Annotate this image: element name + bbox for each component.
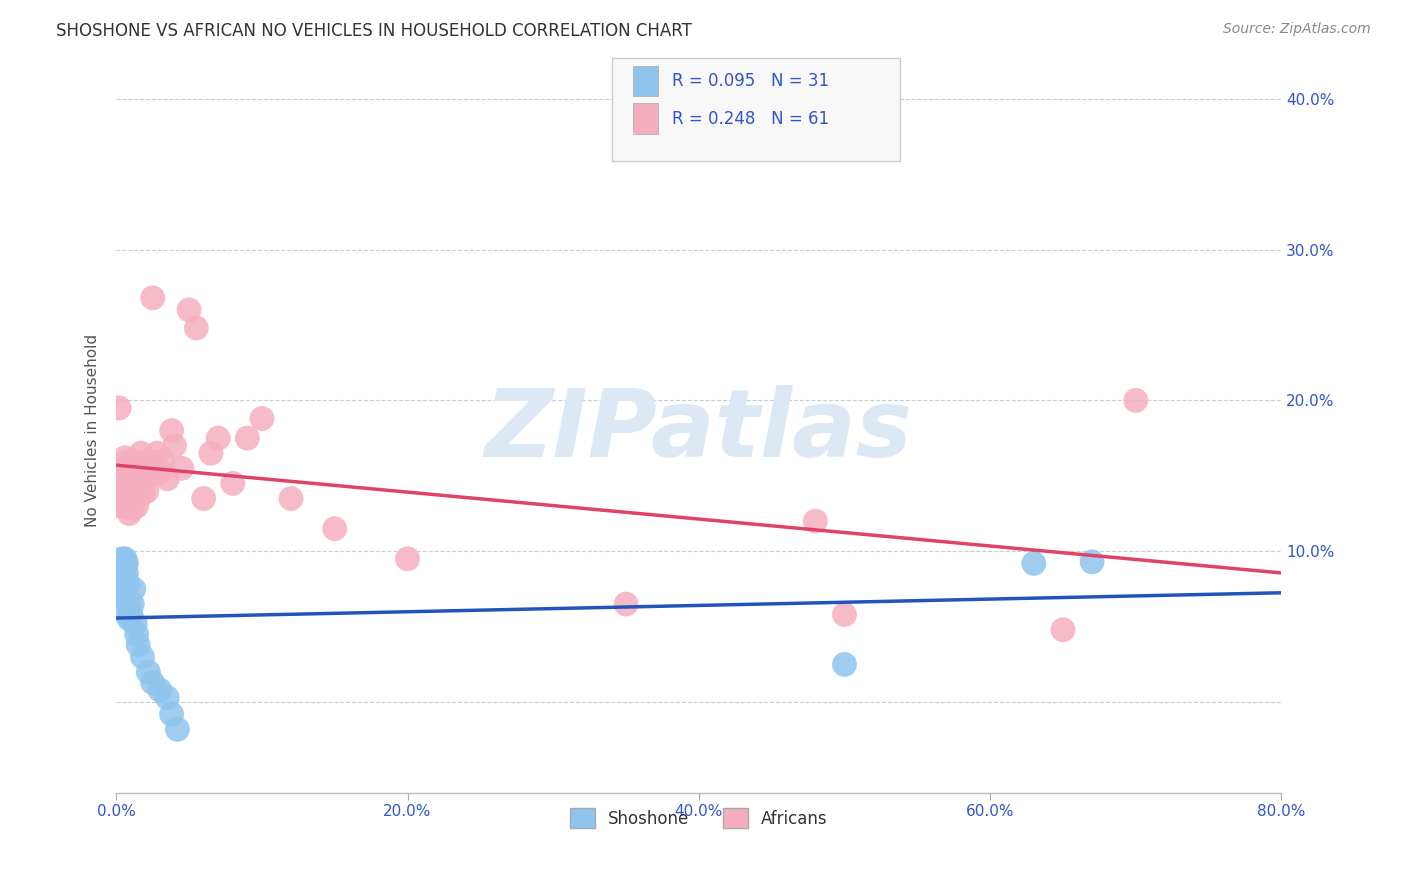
- Point: [160, 707, 183, 722]
- Point: [125, 472, 148, 486]
- Point: [132, 466, 155, 480]
- Point: [280, 491, 302, 506]
- Point: [614, 597, 637, 611]
- Point: [131, 649, 153, 664]
- Point: [118, 472, 141, 486]
- Point: [110, 476, 132, 491]
- Point: [149, 683, 172, 698]
- Legend: Shoshone, Africans: Shoshone, Africans: [564, 801, 834, 835]
- Point: [121, 597, 143, 611]
- Point: [124, 461, 146, 475]
- Point: [131, 487, 153, 501]
- Point: [122, 466, 145, 480]
- Text: ZIPatlas: ZIPatlas: [485, 384, 912, 476]
- Point: [135, 483, 157, 498]
- Point: [117, 592, 139, 607]
- Point: [117, 577, 139, 591]
- Point: [139, 461, 162, 475]
- Point: [111, 483, 134, 498]
- Point: [136, 665, 159, 679]
- Point: [125, 499, 148, 513]
- Point: [118, 601, 141, 615]
- Point: [156, 690, 179, 705]
- Point: [125, 627, 148, 641]
- Text: SHOSHONE VS AFRICAN NO VEHICLES IN HOUSEHOLD CORRELATION CHART: SHOSHONE VS AFRICAN NO VEHICLES IN HOUSE…: [56, 22, 692, 40]
- Point: [804, 514, 827, 528]
- Point: [134, 472, 156, 486]
- Point: [250, 411, 273, 425]
- Point: [110, 499, 132, 513]
- Point: [118, 507, 141, 521]
- Point: [166, 723, 188, 737]
- Text: R = 0.095   N = 31: R = 0.095 N = 31: [672, 72, 830, 90]
- Point: [114, 450, 136, 465]
- Point: [111, 559, 134, 574]
- Point: [108, 582, 131, 596]
- Point: [114, 551, 136, 566]
- Point: [122, 487, 145, 501]
- Point: [200, 446, 222, 460]
- Point: [111, 551, 134, 566]
- Point: [127, 457, 149, 471]
- Point: [142, 291, 165, 305]
- Point: [323, 522, 346, 536]
- Point: [834, 657, 856, 672]
- Point: [108, 401, 131, 415]
- Point: [124, 476, 146, 491]
- Point: [207, 431, 229, 445]
- Point: [110, 590, 132, 604]
- Point: [115, 481, 138, 495]
- Point: [124, 616, 146, 631]
- Point: [115, 557, 138, 571]
- Point: [222, 476, 245, 491]
- Point: [127, 483, 149, 498]
- Point: [177, 302, 200, 317]
- Y-axis label: No Vehicles in Household: No Vehicles in Household: [86, 334, 100, 527]
- Point: [396, 551, 419, 566]
- Point: [146, 446, 169, 460]
- Point: [111, 457, 134, 471]
- Point: [834, 607, 856, 622]
- Point: [143, 461, 166, 475]
- Point: [1022, 557, 1045, 571]
- Point: [120, 607, 142, 622]
- Point: [129, 446, 152, 460]
- Text: Source: ZipAtlas.com: Source: ZipAtlas.com: [1223, 22, 1371, 37]
- Point: [142, 675, 165, 690]
- Point: [120, 461, 142, 475]
- Point: [1081, 555, 1104, 569]
- Point: [115, 461, 138, 475]
- Point: [112, 461, 135, 475]
- Point: [193, 491, 215, 506]
- Point: [112, 491, 135, 506]
- Point: [149, 466, 172, 480]
- Point: [136, 454, 159, 468]
- Point: [112, 605, 135, 619]
- Text: R = 0.248   N = 61: R = 0.248 N = 61: [672, 110, 830, 128]
- Point: [170, 461, 193, 475]
- Point: [236, 431, 259, 445]
- Point: [115, 566, 138, 581]
- Point: [121, 502, 143, 516]
- Point: [118, 612, 141, 626]
- Point: [121, 454, 143, 468]
- Point: [122, 582, 145, 596]
- Point: [112, 571, 135, 585]
- Point: [117, 466, 139, 480]
- Point: [117, 491, 139, 506]
- Point: [112, 472, 135, 486]
- Point: [156, 472, 179, 486]
- Point: [128, 476, 150, 491]
- Point: [163, 439, 186, 453]
- Point: [160, 424, 183, 438]
- Point: [114, 499, 136, 513]
- Point: [114, 559, 136, 574]
- Point: [127, 638, 149, 652]
- Point: [120, 483, 142, 498]
- Point: [186, 321, 208, 335]
- Point: [1125, 393, 1147, 408]
- Point: [152, 454, 174, 468]
- Point: [1052, 623, 1074, 637]
- Point: [112, 566, 135, 581]
